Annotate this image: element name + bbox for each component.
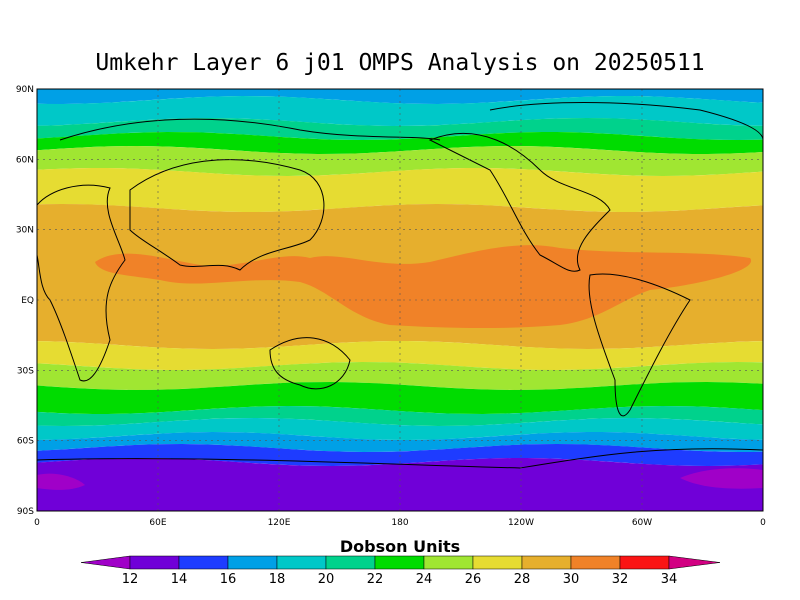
lon-label: 0 bbox=[760, 518, 766, 528]
contour-band bbox=[37, 432, 763, 452]
colorbar-box bbox=[374, 555, 425, 570]
colorbar: 12 14 16 18 20 22 24 26 28 30 32 34 bbox=[80, 555, 721, 587]
colorbar-label: Dobson Units bbox=[340, 537, 460, 556]
contour-band bbox=[37, 362, 763, 390]
contour-band bbox=[37, 458, 763, 511]
coastline bbox=[37, 90, 441, 175]
coastline bbox=[37, 448, 763, 469]
coastline bbox=[588, 273, 691, 417]
lat-label: 60N bbox=[16, 155, 34, 165]
contour-band bbox=[37, 118, 763, 140]
colorbar-box bbox=[570, 555, 621, 570]
colorbar-box bbox=[325, 555, 376, 570]
colorbar-tick-label: 24 bbox=[416, 572, 433, 587]
contour-band bbox=[95, 245, 752, 329]
lon-label: 120W bbox=[508, 518, 534, 528]
colorbar-tick-label: 14 bbox=[171, 572, 188, 587]
colorbar-over bbox=[668, 555, 721, 570]
colorbar-box bbox=[276, 555, 327, 570]
contour-band bbox=[680, 468, 763, 489]
lat-label: 90S bbox=[17, 507, 34, 517]
colorbar-tick-label: 26 bbox=[465, 572, 482, 587]
coastline bbox=[269, 337, 351, 390]
colorbar-tick-label: 34 bbox=[661, 572, 678, 587]
colorbar-tick-label: 20 bbox=[318, 572, 335, 587]
contour-band bbox=[37, 168, 763, 212]
lon-label: 60W bbox=[632, 518, 652, 528]
contour-band bbox=[37, 341, 763, 370]
map-frame bbox=[36, 88, 764, 512]
colorbar-tick-label: 16 bbox=[220, 572, 237, 587]
lat-label: 30S bbox=[17, 366, 34, 376]
colorbar-tick-label: 18 bbox=[269, 572, 286, 587]
lon-label: 0 bbox=[34, 518, 40, 528]
colorbar-box bbox=[129, 555, 180, 570]
colorbar-box bbox=[178, 555, 229, 570]
map-fill bbox=[37, 89, 763, 511]
colorbar-box bbox=[521, 555, 572, 570]
coastline bbox=[37, 184, 126, 382]
lat-label: EQ bbox=[21, 296, 34, 306]
coastline bbox=[489, 102, 763, 141]
colorbar-box bbox=[423, 555, 474, 570]
colorbar-box bbox=[619, 555, 670, 570]
colorbar-under bbox=[80, 555, 131, 570]
lon-label: 180 bbox=[391, 518, 408, 528]
contour-band bbox=[37, 382, 763, 414]
colorbar-tick-label: 22 bbox=[367, 572, 384, 587]
lat-label: 60S bbox=[17, 437, 34, 447]
contour-band bbox=[37, 418, 763, 440]
coastline bbox=[129, 159, 325, 271]
lat-label: 90N bbox=[16, 85, 34, 95]
colorbar-tick-label: 28 bbox=[514, 572, 531, 587]
contour-band bbox=[37, 96, 763, 126]
lon-label: 120E bbox=[268, 518, 291, 528]
contour-band bbox=[37, 473, 85, 490]
colorbar-tick-label: 32 bbox=[612, 572, 629, 587]
contour-band bbox=[37, 406, 763, 426]
lat-label: 30N bbox=[16, 226, 34, 236]
colorbar-box bbox=[472, 555, 523, 570]
colorbar-box bbox=[227, 555, 278, 570]
coastline bbox=[428, 132, 611, 272]
colorbar-tick-label: 12 bbox=[122, 572, 139, 587]
title: Umkehr Layer 6 j01 OMPS Analysis on 2025… bbox=[95, 50, 704, 76]
colorbar-tick-label: 30 bbox=[563, 572, 580, 587]
lon-label: 60E bbox=[149, 518, 166, 528]
